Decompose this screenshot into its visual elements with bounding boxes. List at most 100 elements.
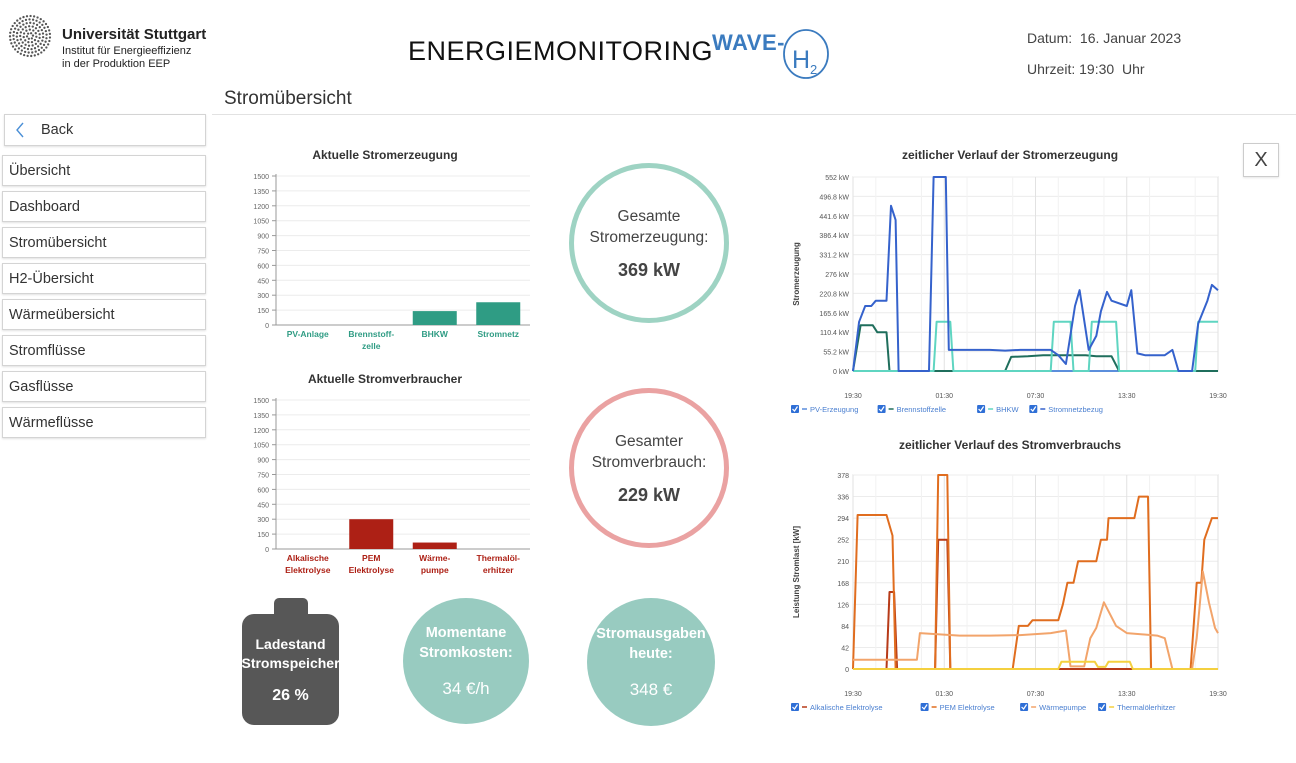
back-button[interactable]: Back <box>4 114 206 146</box>
y-tick-label: 900 <box>257 458 269 465</box>
bar-chart-consumption: Aktuelle Stromverbraucher 0 150 300 450 600 75… <box>253 372 530 575</box>
bar <box>412 542 457 549</box>
spend-today-disc: Stromausgaben heute: 348 € <box>587 598 715 726</box>
y-tick-label: 600 <box>257 263 269 270</box>
x-tick-label: 19:30 <box>844 691 862 698</box>
total-generation-label-1: Gesamte <box>617 207 681 225</box>
battery-indicator: Ladestand Stromspeicher 26 % <box>241 614 340 725</box>
date-value: 16. Januar 2023 <box>1079 30 1182 46</box>
x-category-label: pumpe <box>421 565 449 575</box>
x-category-label: Elektrolyse <box>285 565 331 575</box>
y-tick-label: 150 <box>257 532 269 539</box>
x-category-label: BHKW <box>422 329 449 339</box>
sidebar-item-dashboard[interactable]: Dashboard <box>2 191 206 222</box>
x-tick-label: 07:30 <box>1027 691 1045 698</box>
y-tick-label: 1050 <box>253 219 269 226</box>
time-label: Uhrzeit: <box>1027 61 1076 77</box>
x-tick-label: 13:30 <box>1118 393 1136 400</box>
sidebar-item-wärmeflüsse[interactable]: Wärmeflüsse <box>2 407 206 438</box>
close-button[interactable]: X <box>1243 143 1279 177</box>
university-name: Universität Stuttgart <box>62 26 207 43</box>
institute-line-2: in der Produktion EEP <box>62 58 171 70</box>
bar <box>349 519 394 549</box>
y-tick-label: 165.6 kW <box>819 311 849 318</box>
check-icon <box>978 406 985 412</box>
sidebar-item-gasflüsse[interactable]: Gasflüsse <box>2 371 206 402</box>
checkbox-icon <box>1020 703 1029 711</box>
wave-h2-logo: WAVE- H 2 <box>712 29 829 79</box>
sidebar-item-stromübersicht[interactable]: Stromübersicht <box>2 227 206 258</box>
x-category-label: Thermalöl- <box>477 553 521 563</box>
sidebar-item-wärmeübersicht[interactable]: Wärmeübersicht <box>2 299 206 330</box>
y-tick-label: 300 <box>257 293 269 300</box>
legend-entry: Thermalölerhitzer <box>1098 703 1176 712</box>
y-tick-label: 750 <box>257 249 269 256</box>
y-axis-label: Stromerzeugung <box>792 242 801 306</box>
spend-today-value: 348 € <box>629 680 673 699</box>
check-icon <box>1021 704 1028 710</box>
legend-label: Alkalische Elektrolyse <box>810 703 883 712</box>
spend-today-label-2: heute: <box>629 646 673 662</box>
y-tick-label: 42 <box>841 645 849 652</box>
checkbox-icon <box>977 405 986 413</box>
legend-label: Wärmepumpe <box>1039 703 1086 712</box>
y-tick-label: 126 <box>837 602 849 609</box>
legend-entry: PV-Erzeugung <box>791 405 858 414</box>
x-category-label: Brennstoff- <box>348 329 394 339</box>
sidebar-item-stromflüsse[interactable]: Stromflüsse <box>2 335 206 366</box>
y-tick-label: 496.8 kW <box>819 194 849 201</box>
line-chart-consumption: zeitlicher Verlauf des Stromverbrauchs 0 4… <box>791 438 1227 712</box>
chart-title: zeitlicher Verlauf des Stromverbrauchs <box>899 438 1121 452</box>
legend-entry: BHKW <box>977 405 1020 414</box>
x-category-label: zelle <box>362 341 381 351</box>
check-icon <box>878 406 885 412</box>
y-tick-label: 450 <box>257 278 269 285</box>
legend-label: Brennstoffzelle <box>897 405 946 414</box>
y-tick-label: 378 <box>837 473 849 480</box>
check-icon <box>792 704 798 710</box>
total-consumption-value: 229 kW <box>617 484 681 505</box>
bar <box>412 311 457 325</box>
institute-line-1: Institut für Energieeffizienz <box>62 45 192 57</box>
current-cost-label-1: Momentane <box>425 625 507 641</box>
sidebar-item-h2-übersicht[interactable]: H2-Übersicht <box>2 263 206 294</box>
check-icon <box>792 406 798 412</box>
bar-chart-generation: Aktuelle Stromerzeugung 0 150 300 450 600 750 9… <box>253 148 530 351</box>
y-tick-label: 300 <box>257 517 269 524</box>
x-tick-label: 07:30 <box>1027 393 1045 400</box>
y-tick-label: 252 <box>837 538 849 545</box>
y-tick-label: 750 <box>257 473 269 480</box>
x-category-label: PEM <box>362 553 380 563</box>
series-line <box>852 176 1219 372</box>
x-tick-label: 19:30 <box>1209 691 1227 698</box>
checkbox-icon <box>920 703 929 711</box>
y-tick-label: 0 <box>845 667 849 674</box>
university-logo <box>8 14 52 58</box>
x-category-label: Stromnetz <box>477 329 519 339</box>
time-unit: Uhr <box>1121 61 1145 77</box>
legend-label: PEM Elektrolyse <box>940 703 995 712</box>
back-label: Back <box>41 122 74 138</box>
chart-title: Aktuelle Stromverbraucher <box>308 372 462 386</box>
x-tick-label: 13:30 <box>1118 691 1136 698</box>
battery-label-2: Stromspeicher <box>241 654 340 671</box>
x-category-label: Wärme- <box>419 553 450 563</box>
battery-label-1: Ladestand <box>255 635 326 652</box>
y-tick-label: 168 <box>837 581 849 588</box>
check-icon <box>1030 406 1037 412</box>
page-title: Stromübersicht <box>224 88 352 109</box>
x-tick-label: 19:30 <box>1209 393 1227 400</box>
x-tick-label: 19:30 <box>844 393 862 400</box>
y-tick-label: 55.2 kW <box>823 350 849 357</box>
logo-h-text: H <box>792 46 810 74</box>
battery-value: 26 % <box>272 686 309 704</box>
current-cost-disc: Momentane Stromkosten: 34 €/h <box>403 598 529 724</box>
time-value: 19:30 <box>1079 61 1115 77</box>
checkbox-icon <box>877 405 886 413</box>
series-line <box>853 320 1218 372</box>
sidebar-item-übersicht[interactable]: Übersicht <box>2 155 206 186</box>
chevron-left-icon <box>16 122 24 138</box>
total-generation-value: 369 kW <box>617 259 681 280</box>
check-icon <box>921 704 928 710</box>
legend-entry: Alkalische Elektrolyse <box>791 703 883 712</box>
